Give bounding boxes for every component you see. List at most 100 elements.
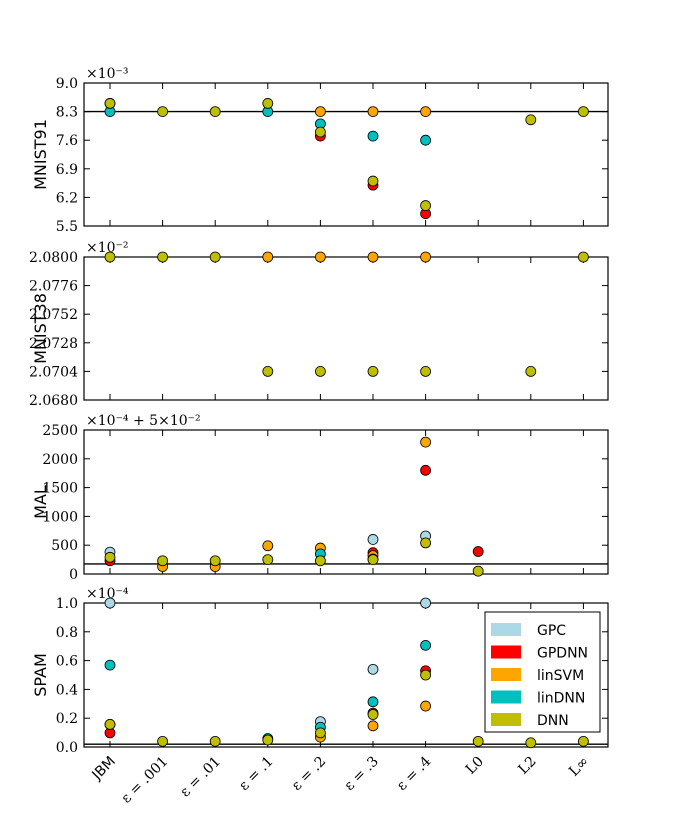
point-gpdnn [472,546,484,557]
y-tick-label: 0.6 [56,654,78,670]
point-linsvm [367,106,379,117]
panel-mnist91: 5.5 6.2 6.9 7.6 8.3 9.0 ×10⁻³ MNIST91 [31,66,609,235]
legend: GPC GPDNN linSVM linDNN DNN [484,611,601,733]
y-tick-label: 1500 [42,481,78,497]
point-dnn [525,114,537,126]
panel-mal: 0 500 1000 1500 2000 2500 ×10⁻⁴ + 5×10⁻² MAL [31,413,609,583]
y-tick-label: 2500 [42,423,78,439]
legend-label-lindnn: linDNN [537,691,585,707]
y-tick-label: 5.5 [56,219,78,235]
point-dnn [420,537,432,549]
panel-spam: 0.0 0.2 0.4 0.6 0.8 1.0 ×10⁻⁴ SPAM [31,586,609,756]
point-dnn [209,735,221,747]
point-dnn [209,555,221,567]
point-dnn [525,737,537,749]
point-gpc [367,534,379,545]
point-dnn [472,565,484,577]
point-linsvm [420,106,432,117]
legend-label-linsvm: linSVM [537,668,584,684]
y-tick-label: 2.0776 [29,279,78,295]
y-tick-label: 1.0 [56,596,78,612]
point-linsvm [314,106,326,117]
point-dnn [262,734,274,746]
legend-swatch-gpc [491,623,521,636]
y-axis-label: MAL [31,485,50,519]
point-linsvm [262,540,274,552]
point-dnn [262,98,274,109]
point-dnn [262,554,274,565]
point-dnn [104,719,116,730]
point-dnn [472,735,484,747]
point-dnn [262,365,274,377]
y-tick-label: 1000 [42,509,78,525]
point-linsvm [420,251,432,263]
point-gpc [104,597,116,609]
point-linsvm [367,251,379,263]
point-dnn [104,98,116,109]
point-gpdnn [420,464,432,476]
panel-frame [83,82,609,227]
x-tick-label: ε = .3 [341,754,381,794]
x-axis-labels: JBM ε = .001 ε = .01 ε = .1 ε = .2 ε = .3 ε = … [89,753,593,806]
offset-text: ×10⁻⁴ [86,586,129,602]
point-dnn [578,735,589,747]
point-dnn [367,365,379,377]
point-dnn [525,365,537,377]
x-tick-label: L0 [463,754,487,778]
y-tick-label: 7.6 [56,133,78,149]
legend-swatch-gpdnn [491,645,521,659]
legend-swatch-lindnn [491,690,521,704]
x-tick-label: ε = .4 [394,753,435,794]
panel-frame [83,429,609,575]
legend-label-gpdnn: GPDNN [537,646,588,662]
legend-swatch-dnn [491,713,521,726]
point-dnn [420,200,432,211]
y-axis-label: SPAM [31,653,50,697]
point-dnn [209,251,221,263]
y-tick-label: 0.8 [56,625,78,641]
y-tick-label: 500 [51,538,78,554]
y-tick-label: 2.0800 [29,250,78,266]
point-dnn [367,554,379,565]
point-dnn [104,251,116,263]
x-tick-label: ε = .01 [177,754,224,801]
x-tick-label: ε = .2 [289,754,329,794]
point-lindnn [367,130,379,142]
offset-text: ×10⁻⁴ + 5×10⁻² [86,413,201,429]
y-tick-label: 0.4 [56,682,78,698]
y-tick-label: 2.0752 [29,307,78,323]
point-dnn [157,735,169,747]
point-gpc [367,663,379,675]
panel-frame [83,602,609,748]
x-tick-label: ε = .1 [236,754,276,794]
point-dnn [314,555,326,567]
y-axis-label: MNIST38 [31,293,50,364]
y-tick-label: 0.0 [56,740,78,756]
legend-label-gpc: GPC [537,623,566,639]
y-tick-label: 8.3 [56,105,78,121]
y-tick-label: 0 [69,567,78,583]
point-dnn [367,175,379,187]
point-linsvm [367,720,379,732]
point-dnn [209,106,221,117]
point-lindnn [420,134,432,146]
x-tick-label: JBM [89,754,119,784]
y-tick-label: 2.0680 [29,393,78,409]
point-linsvm [420,700,432,712]
point-dnn [314,126,326,138]
x-tick-label: L∞ [566,754,592,780]
point-dnn [578,251,589,263]
offset-text: ×10⁻³ [86,66,129,82]
point-gpc [420,597,432,609]
legend-swatch-linsvm [491,668,521,681]
y-tick-label: 6.9 [56,162,78,178]
x-tick-label: ε = .001 [118,754,171,807]
point-dnn [157,251,169,263]
point-dnn [578,106,589,117]
point-dnn [367,709,379,720]
point-dnn [314,365,326,377]
legend-label-dnn: DNN [537,713,569,729]
point-dnn [157,106,169,117]
panel-frame [83,256,609,401]
point-dnn [104,551,116,563]
